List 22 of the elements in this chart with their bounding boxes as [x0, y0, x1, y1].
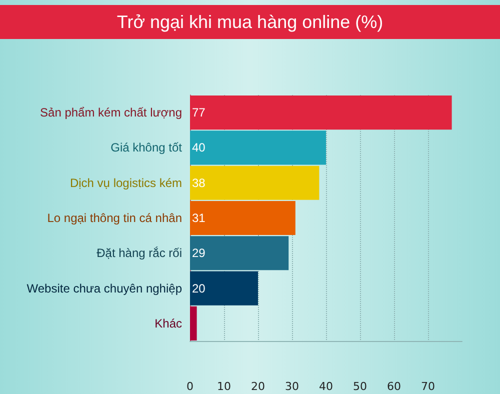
- y-tick-label: Khác: [154, 316, 182, 330]
- x-tick-label: 40: [319, 380, 333, 393]
- data-label: 77: [192, 106, 206, 120]
- y-tick-label: Đặt hàng rắc rối: [96, 246, 182, 260]
- y-tick-label: Sản phẩm kém chất lượng: [40, 106, 182, 120]
- x-tick-label: 70: [421, 380, 435, 393]
- y-tick-label: Dịch vụ logistics kém: [70, 176, 182, 190]
- x-tick-label: 30: [285, 380, 299, 393]
- x-tick-label: 0: [186, 380, 194, 393]
- data-label: 31: [192, 211, 206, 225]
- data-label: 29: [192, 246, 206, 260]
- y-tick-label: Website chưa chuyên nghiệp: [26, 281, 182, 296]
- x-tick-label: 60: [387, 380, 401, 393]
- data-label: 40: [192, 140, 206, 155]
- x-tick-label: 50: [353, 380, 367, 393]
- chart-title: Trở ngại khi mua hàng online (%): [116, 12, 384, 32]
- y-tick-label: Giá không tốt: [110, 140, 183, 155]
- y-tick-label: Lo ngại thông tin cá nhân: [47, 211, 182, 225]
- data-label: 38: [192, 176, 206, 190]
- x-tick-label: 10: [217, 380, 231, 393]
- data-label: 20: [192, 281, 206, 296]
- x-tick-label: 20: [251, 380, 265, 393]
